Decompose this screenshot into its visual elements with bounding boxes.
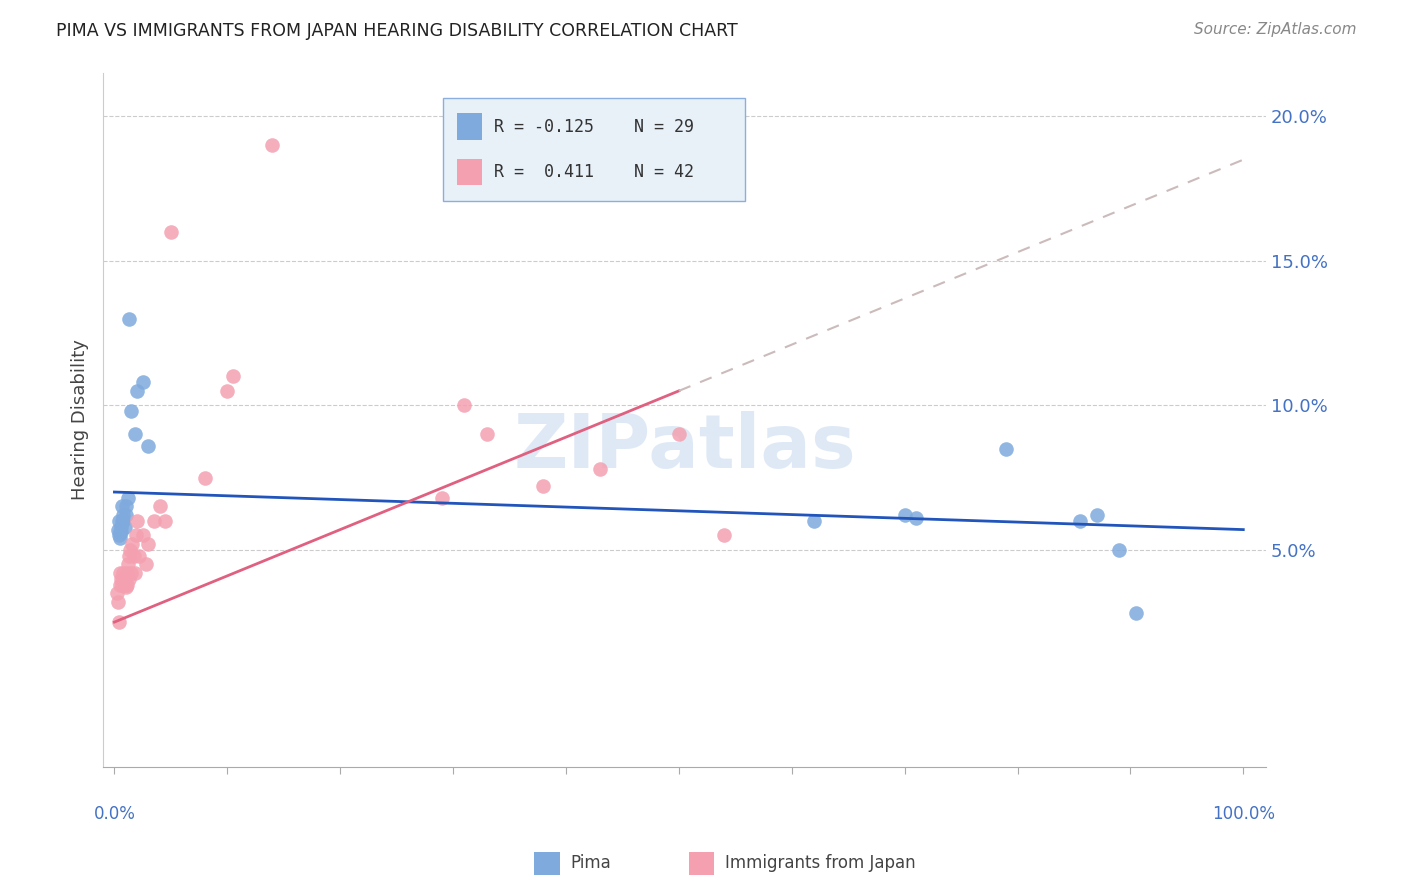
Text: 100.0%: 100.0% [1212,805,1275,823]
Point [131,528,153,542]
Text: Immigrants from Japan: Immigrants from Japan [725,855,917,872]
Point [893,508,915,523]
Point [124,566,146,580]
Point [120,542,142,557]
Point [713,528,735,542]
Text: R =  0.411    N = 42: R = 0.411 N = 42 [494,163,693,181]
Point [108,577,131,591]
Point [115,577,138,591]
Point [121,537,143,551]
Point [115,566,138,580]
Point [125,514,148,528]
Point [148,500,170,514]
Point [117,491,139,505]
Point [995,442,1018,456]
Point [668,427,690,442]
Text: ZIPatlas: ZIPatlas [513,411,856,484]
Point [531,479,554,493]
Text: R = -0.125    N = 29: R = -0.125 N = 29 [494,118,693,136]
Point [135,558,157,572]
Point [114,508,136,523]
Point [117,558,139,572]
Text: Pima: Pima [571,855,612,872]
Point [475,427,498,442]
Point [114,519,136,533]
Text: 0.0%: 0.0% [93,805,135,823]
Point [105,586,128,600]
Point [122,549,145,563]
Point [120,566,142,580]
Point [108,531,131,545]
Point [453,398,475,412]
Point [118,572,141,586]
Point [1108,542,1130,557]
Point [125,384,148,398]
Point [430,491,453,505]
Point [1085,508,1108,523]
Point [124,427,146,442]
Point [136,439,159,453]
Point [128,549,150,563]
Point [108,528,131,542]
Text: PIMA VS IMMIGRANTS FROM JAPAN HEARING DISABILITY CORRELATION CHART: PIMA VS IMMIGRANTS FROM JAPAN HEARING DI… [56,22,738,40]
Point [108,615,131,629]
Point [217,384,239,398]
Point [114,577,136,591]
Point [155,514,177,528]
Point [142,514,165,528]
Point [111,500,134,514]
Point [125,528,148,542]
Point [112,514,135,528]
Point [1125,607,1147,621]
Point [107,523,129,537]
Point [107,595,129,609]
Point [136,537,159,551]
Point [589,462,612,476]
Point [1069,514,1091,528]
Point [112,508,135,523]
Point [194,470,217,484]
Point [108,566,131,580]
Point [118,311,141,326]
Point [118,549,141,563]
Point [111,577,134,591]
Point [803,514,825,528]
Text: Source: ZipAtlas.com: Source: ZipAtlas.com [1194,22,1357,37]
Point [120,404,142,418]
Point [110,572,132,586]
Point [160,225,183,239]
Point [110,525,132,540]
Point [114,500,136,514]
Point [111,514,134,528]
Point [108,514,131,528]
Point [262,138,284,153]
Point [222,369,245,384]
Y-axis label: Hearing Disability: Hearing Disability [72,339,89,500]
Point [112,566,135,580]
Point [131,375,153,389]
Point [112,572,135,586]
Point [110,519,132,533]
Point [114,581,136,595]
Point [108,525,131,540]
Point [904,511,927,525]
